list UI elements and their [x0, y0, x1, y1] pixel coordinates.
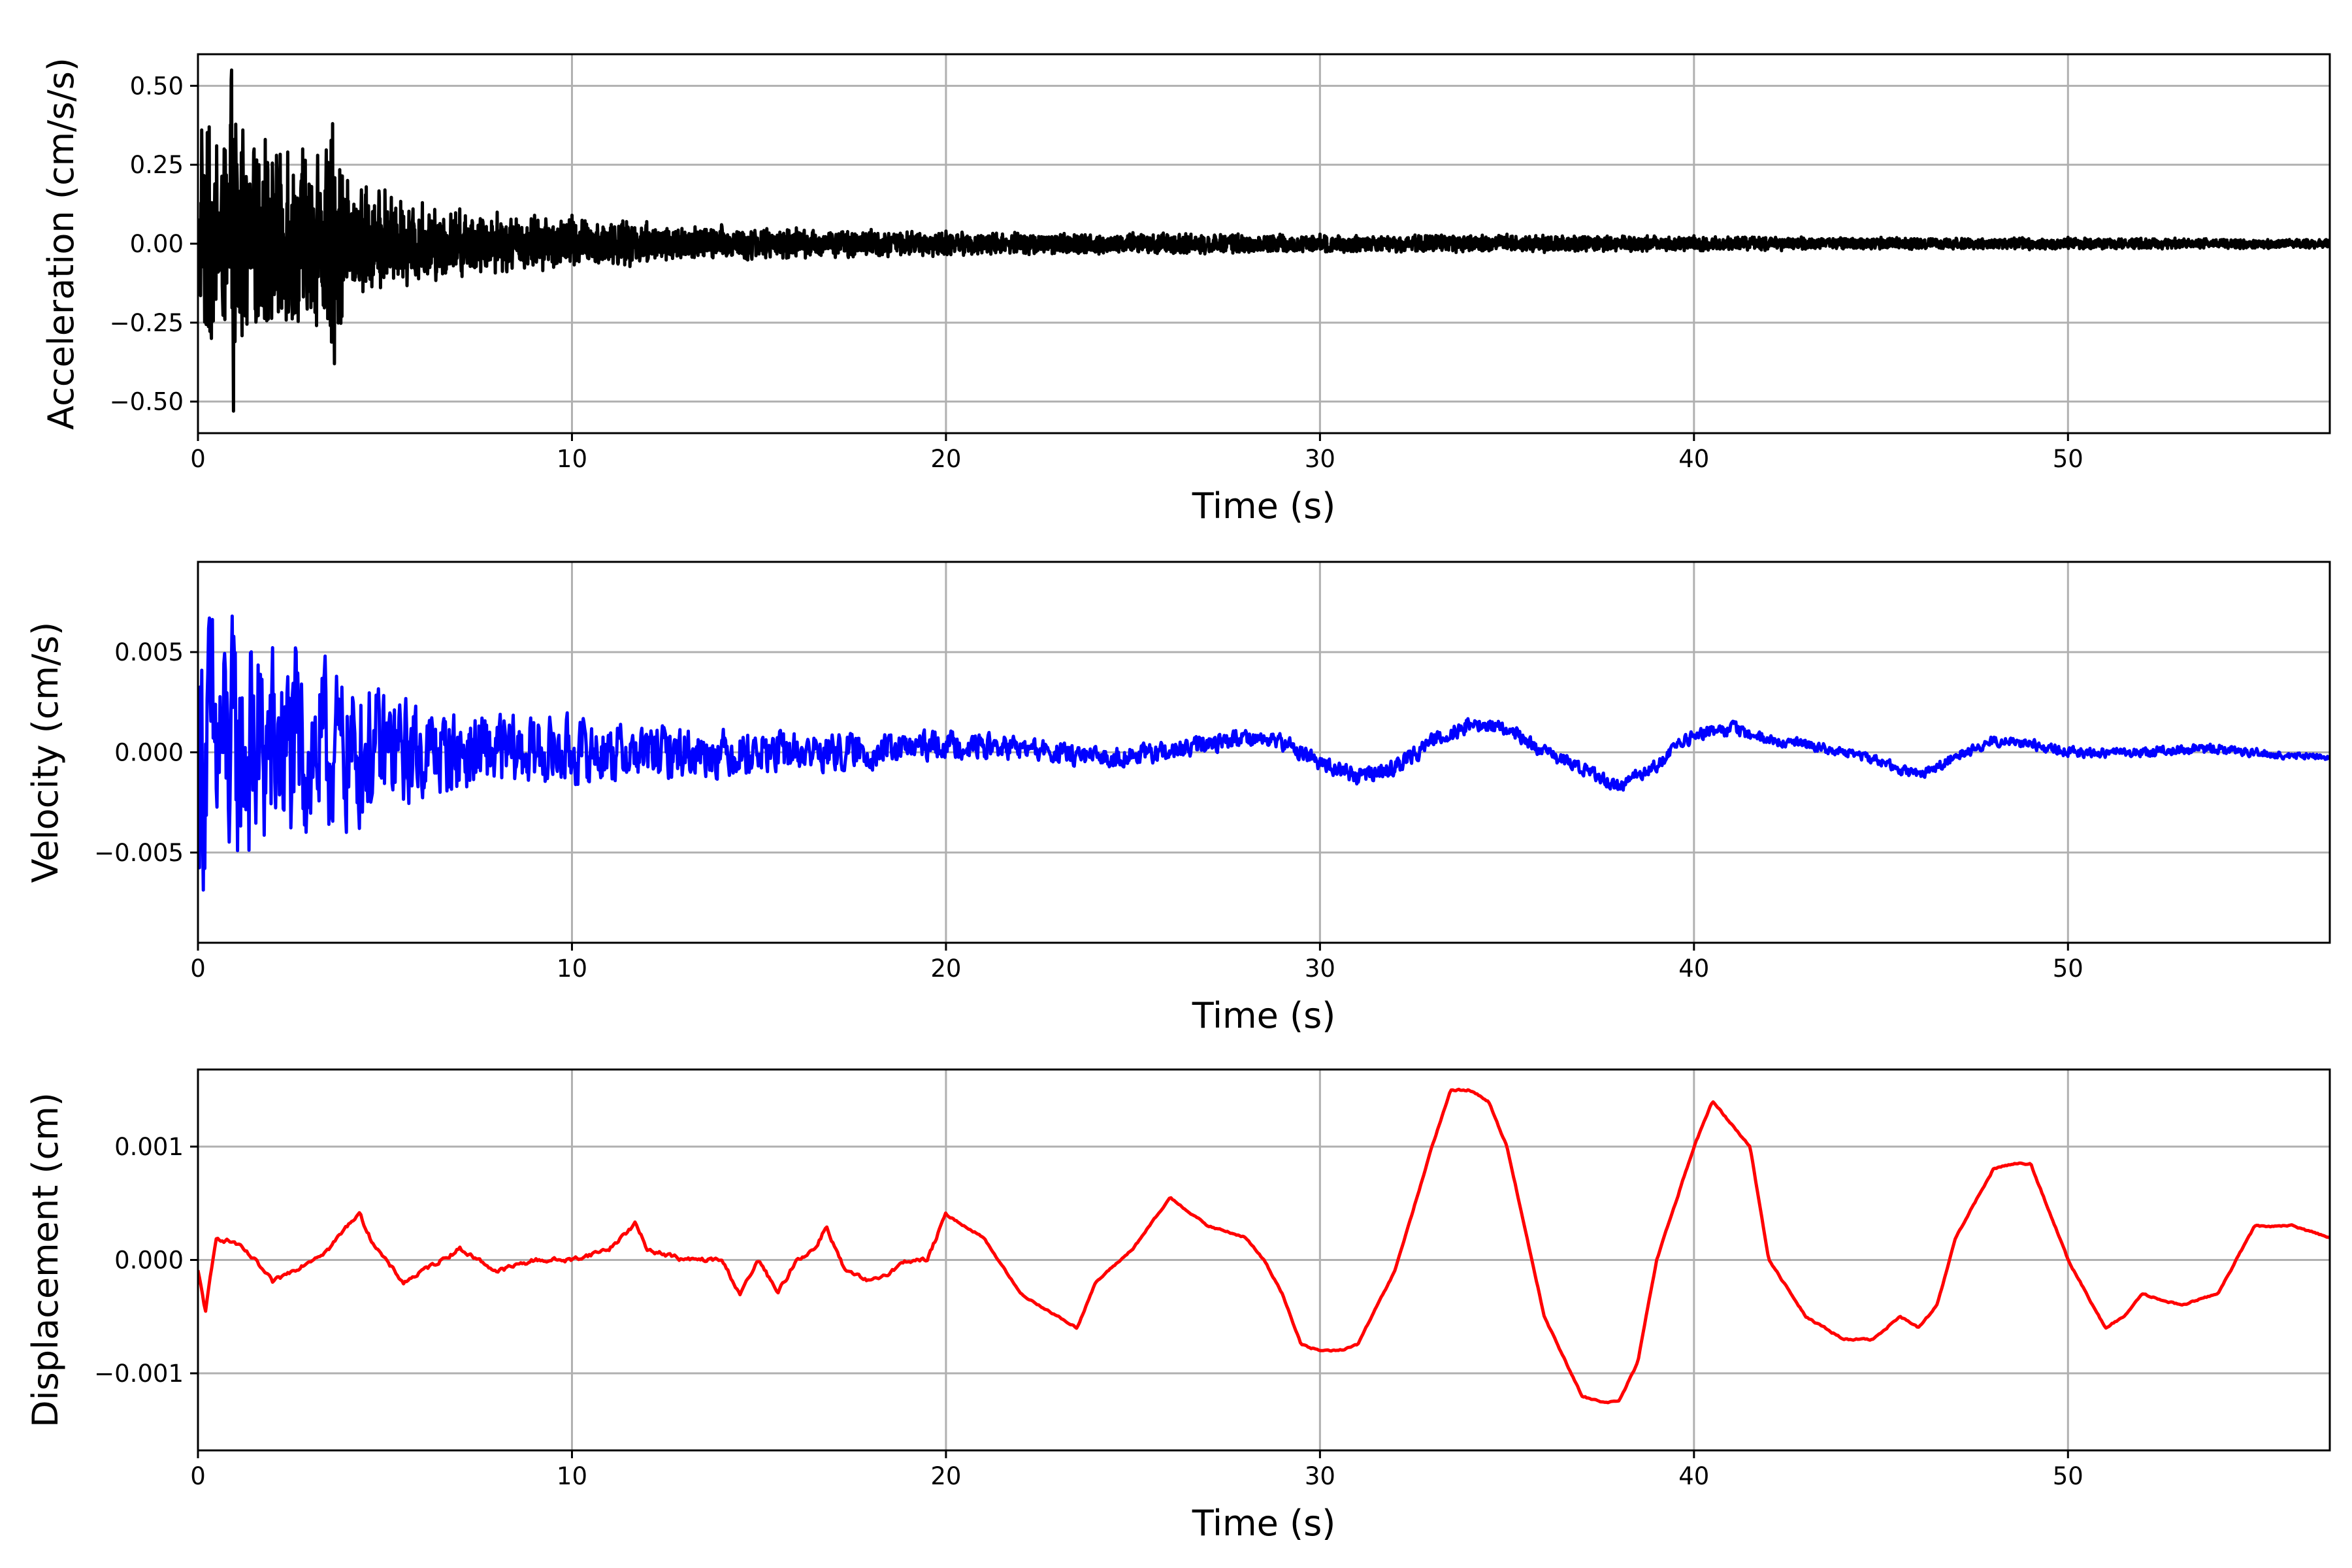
acceleration-y-tick-label: −0.50: [110, 388, 184, 416]
acceleration-x-tick-label: 50: [2053, 445, 2083, 473]
displacement-x-tick-label: 20: [930, 1462, 961, 1490]
velocity-x-tick-label: 50: [2053, 955, 2083, 983]
velocity-series-line: [198, 614, 2330, 892]
acceleration-y-tick-label: −0.25: [110, 309, 184, 337]
velocity-y-tick-label: 0.005: [114, 638, 184, 666]
acceleration-y-tick-label: 0.00: [130, 230, 184, 258]
velocity-x-tick-label: 20: [930, 955, 961, 983]
acceleration-x-axis-label: Time (s): [1192, 485, 1336, 527]
velocity-x-tick-label: 40: [1678, 955, 1709, 983]
velocity-y-tick-label: −0.005: [94, 839, 184, 867]
velocity-x-axis-label: Time (s): [1192, 995, 1336, 1036]
displacement-series-line: [198, 1087, 2330, 1405]
velocity-y-tick-label: 0.000: [114, 739, 184, 767]
velocity-panel: 0 10 20 30 40 50 0.005 0.000 −0.005 Time (s) Veloc…: [25, 561, 2331, 1036]
velocity-x-tick-label: 10: [557, 955, 587, 983]
acceleration-x-tick-label: 30: [1305, 445, 1335, 473]
displacement-y-tick-label: −0.001: [94, 1360, 184, 1388]
displacement-y-axis-label: Displacement (cm): [25, 1092, 66, 1428]
acceleration-x-tick-label: 40: [1678, 445, 1709, 473]
displacement-x-axis-label: Time (s): [1192, 1503, 1336, 1544]
displacement-x-tick-label: 40: [1678, 1462, 1709, 1490]
acceleration-x-tick-label: 10: [557, 445, 587, 473]
displacement-y-tick-label: 0.000: [114, 1247, 184, 1275]
displacement-x-tick-label: 10: [557, 1462, 587, 1490]
acceleration-y-tick-label: 0.50: [130, 72, 184, 100]
acceleration-x-tick-label: 0: [190, 445, 206, 473]
acceleration-y-tick-label: 0.25: [130, 151, 184, 179]
acceleration-panel: 0 10 20 30 40 50 0.50 0.25 0.00 −0.25 −0.50 Time (s…: [41, 53, 2331, 527]
velocity-y-axis-label: Velocity (cm/s): [25, 622, 66, 883]
displacement-x-tick-label: 50: [2053, 1462, 2083, 1490]
acceleration-y-axis-label: Acceleration (cm/s/s): [41, 57, 82, 430]
acceleration-series-line: [198, 68, 2330, 413]
acceleration-x-tick-label: 20: [930, 445, 961, 473]
velocity-x-tick-label: 0: [190, 955, 206, 983]
velocity-x-tick-label: 30: [1305, 955, 1335, 983]
displacement-y-tick-label: 0.001: [114, 1133, 184, 1161]
displacement-x-tick-label: 30: [1305, 1462, 1335, 1490]
displacement-x-tick-label: 0: [190, 1462, 206, 1490]
displacement-panel: 0 10 20 30 40 50 0.001 0.000 −0.001 Time (s) Displ…: [25, 1068, 2331, 1544]
